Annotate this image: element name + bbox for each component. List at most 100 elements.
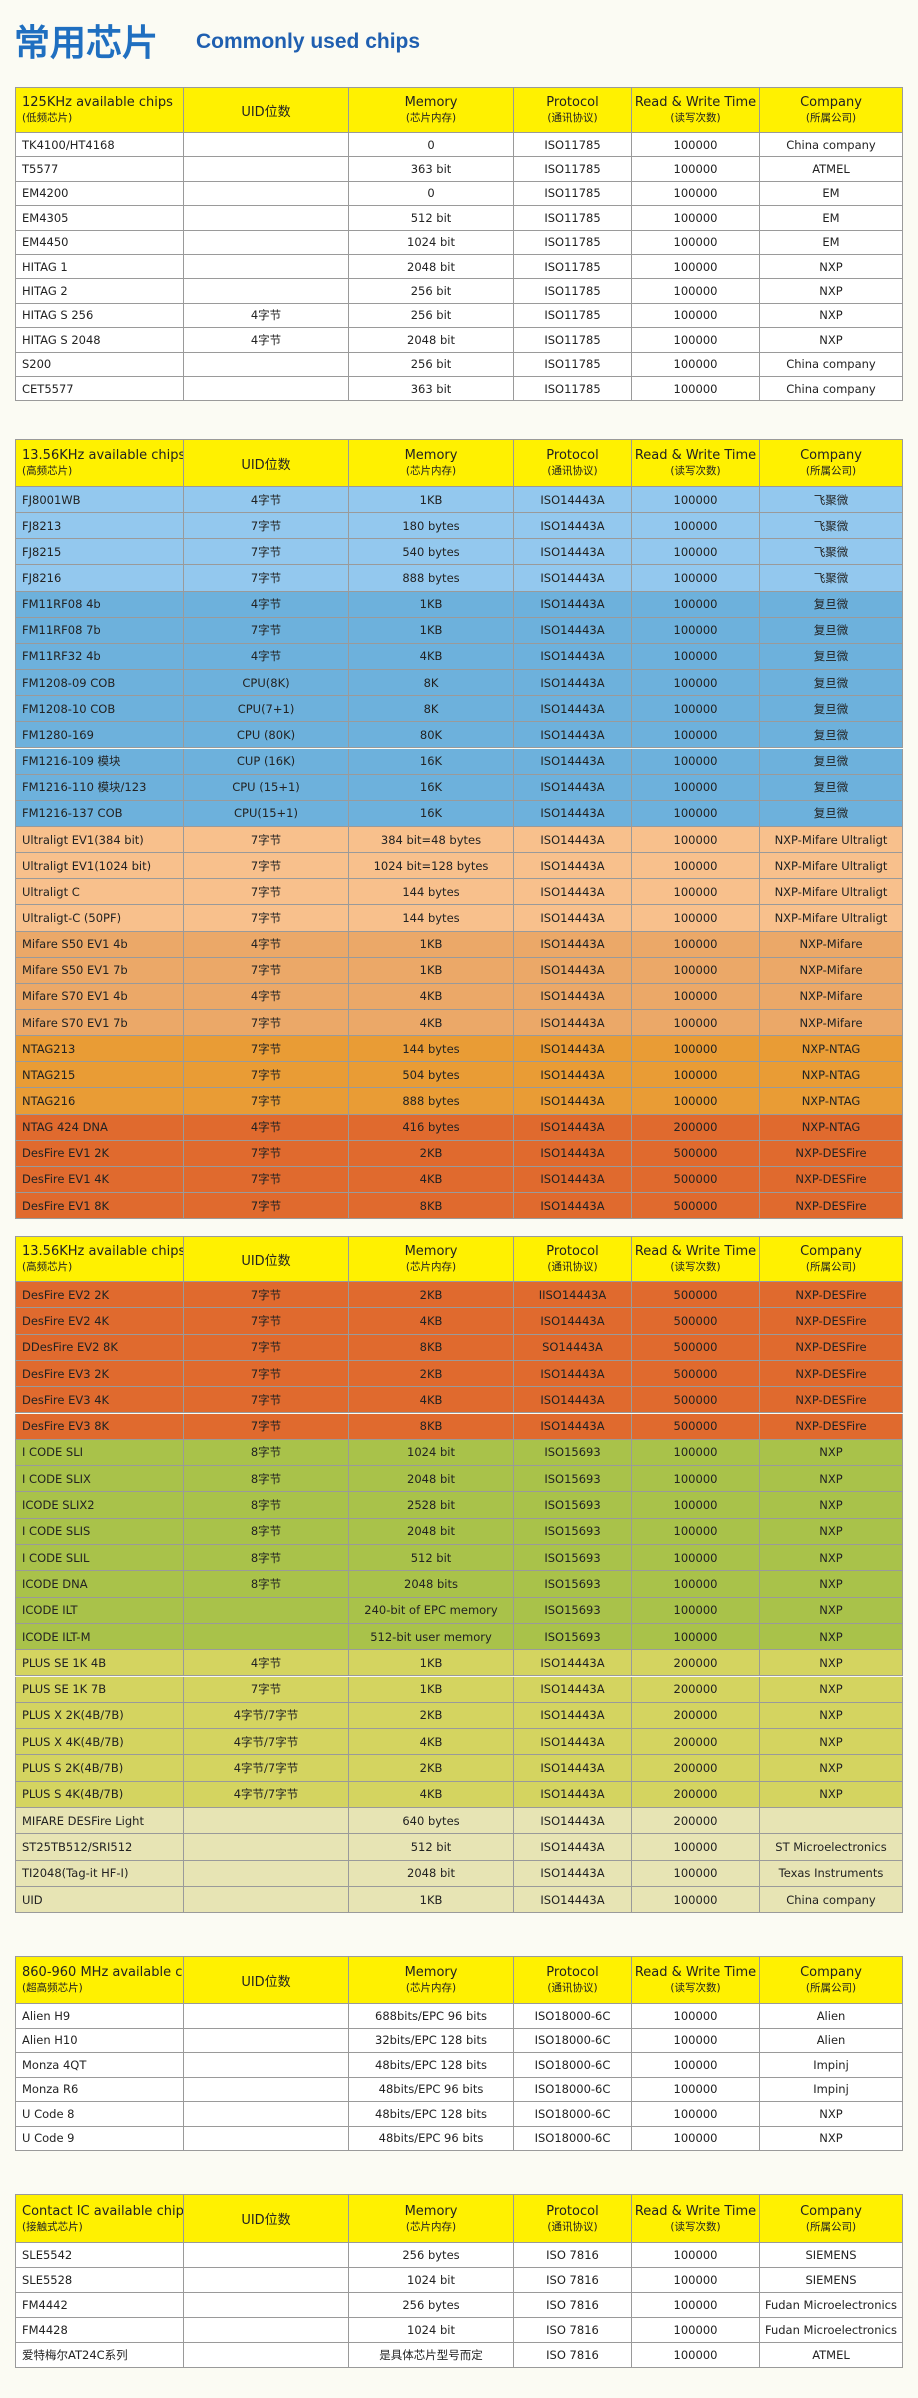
table-cell: SLE5528 [15, 2268, 184, 2293]
table-cell: 100000 [632, 983, 760, 1010]
table-cell [184, 2028, 349, 2053]
table-cell: 200000 [632, 1114, 760, 1141]
table-cell: 7字节 [184, 826, 349, 854]
header-text: Read & Write Time [634, 1244, 757, 1259]
table-cell: 100000 [632, 1439, 760, 1467]
table-cell: DesFire EV2 2K [15, 1282, 184, 1309]
table-cell [184, 377, 349, 402]
table-cell: NXP [760, 1623, 903, 1651]
header-cell: UID位数 [184, 2194, 349, 2243]
table-cell: FJ8213 [15, 513, 184, 540]
table-cell: NXP [760, 1439, 903, 1467]
table-cell: 32bits/EPC 128 bits [349, 2028, 514, 2053]
table-cell: ISO14443A [514, 1676, 632, 1703]
table-cell: ATMEL [760, 2343, 903, 2368]
header-text: Protocol [546, 1244, 599, 1259]
table-cell: 100000 [632, 513, 760, 540]
table-cell: 7字节 [184, 1166, 349, 1194]
table-cell: ISO14443A [514, 643, 632, 671]
table-cell: ISO15693 [514, 1597, 632, 1624]
header-text: (高频芯片) [22, 1261, 73, 1273]
table-cell: 0 [349, 133, 514, 158]
table-cell: NXP-Mifare [760, 1010, 903, 1037]
header-cell: UID位数 [184, 1956, 349, 2004]
table-cell: 8K [349, 696, 514, 723]
table-cell: 复旦微 [760, 617, 903, 644]
table-cell: NXP-DESFire [760, 1282, 903, 1309]
table-cell: ISO11785 [514, 181, 632, 207]
table-cell: 4字节 [184, 931, 349, 958]
subtitle: Commonly used chips [196, 30, 421, 53]
table-cell: 1KB [349, 617, 514, 644]
header-text: UID位数 [241, 457, 291, 473]
table-cell: 飞聚微 [760, 539, 903, 566]
header-text: UID位数 [241, 104, 291, 120]
table-cell: 100000 [632, 487, 760, 514]
table-cell: NTAG215 [15, 1062, 184, 1089]
table-cell: DesFire EV3 8K [15, 1413, 184, 1440]
table-cell: FM1208-09 COB [15, 670, 184, 697]
header-text: (接触式芯片) [22, 2220, 83, 2233]
table-cell: ISO 7816 [514, 2268, 632, 2293]
table-cell: 8字节 [184, 1571, 349, 1598]
table-cell [184, 181, 349, 207]
table-cell: ISO11785 [514, 279, 632, 304]
table-cell: NXP [760, 1597, 903, 1624]
table-cell: 8KB [349, 1193, 514, 1220]
table-cell: I CODE SLIS [15, 1518, 184, 1545]
table-cell: 2048 bit [349, 1518, 514, 1545]
table-cell: PLUS X 2K(4B/7B) [15, 1702, 184, 1730]
table-cell: 688bits/EPC 96 bits [349, 2004, 514, 2029]
table-cell [184, 1597, 349, 1624]
header-text: Company [800, 1244, 862, 1259]
table-cell [184, 2077, 349, 2102]
table-cell: ICODE DNA [15, 1571, 184, 1598]
table-cell: 100000 [632, 279, 760, 304]
table-cell: NXP-DESFire [760, 1166, 903, 1194]
table-cell: NXP [760, 1571, 903, 1598]
header-cell: Memory (芯片内存) [349, 1236, 514, 1282]
table-cell: 100000 [632, 879, 760, 906]
table-cell: 7字节 [184, 1062, 349, 1089]
table-cell: ICODE SLIX2 [15, 1492, 184, 1519]
table-cell: 504 bytes [349, 1062, 514, 1089]
table-cell: NXP [760, 1466, 903, 1493]
header-text: UID位数 [241, 1974, 291, 1990]
table-cell: 384 bit=48 bytes [349, 826, 514, 854]
table-cell: 100000 [632, 826, 760, 854]
table-cell: Ultraligt EV1(1024 bit) [15, 853, 184, 880]
header-text: 13.56KHz available chips [22, 448, 184, 463]
table-cell: 500000 [632, 1282, 760, 1309]
table-cell: Ultraligt C [15, 879, 184, 906]
table-cell: 16K [349, 800, 514, 827]
table-cell: 100000 [632, 1036, 760, 1063]
table-cell: PLUS X 4K(4B/7B) [15, 1729, 184, 1756]
table-cell [184, 2004, 349, 2029]
table-cell [184, 230, 349, 255]
header-cell: Company (所属公司) [760, 439, 903, 487]
table-cell: Monza 4QT [15, 2053, 184, 2078]
table-cell: 1KB [349, 1676, 514, 1703]
table-cell: FJ8001WB [15, 487, 184, 514]
table-cell [760, 1808, 903, 1835]
table-cell: ISO 7816 [514, 2243, 632, 2268]
table-cell: 100000 [632, 328, 760, 353]
header-text: Memory [404, 1244, 458, 1259]
table-cell: 1024 bit [349, 230, 514, 255]
table-cell: 7字节 [184, 617, 349, 644]
table-cell: NXP-DESFire [760, 1193, 903, 1220]
table-cell: NXP [760, 2102, 903, 2127]
table-cell [184, 279, 349, 304]
table-cell: ISO11785 [514, 255, 632, 280]
table-cell: FJ8215 [15, 539, 184, 566]
table-cell: NXP [760, 328, 903, 353]
table-cell: Ultraligt EV1(384 bit) [15, 826, 184, 854]
table-cell: ISO14443A [514, 722, 632, 749]
table-cell: T5577 [15, 157, 184, 182]
table-cell: ISO14443A [514, 774, 632, 801]
table-cell: 256 bytes [349, 2243, 514, 2268]
table-cell: SLE5542 [15, 2243, 184, 2268]
table-cell [184, 1886, 349, 1914]
table-cell: CPU (80K) [184, 722, 349, 749]
table-cell [184, 2293, 349, 2318]
